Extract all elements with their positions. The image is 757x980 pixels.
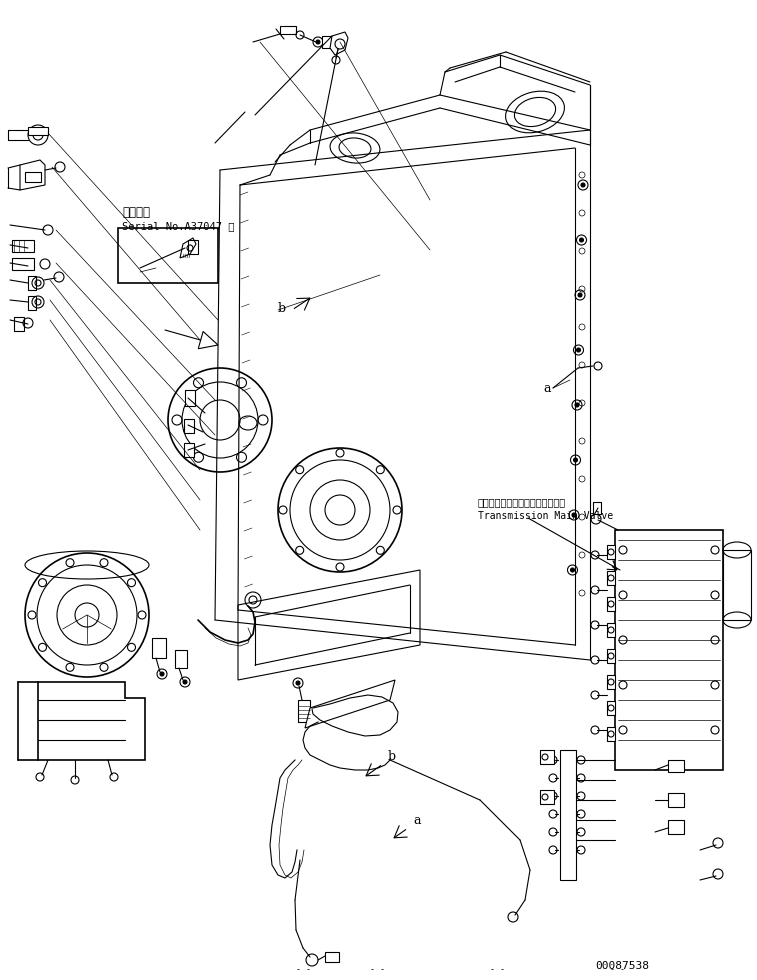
Circle shape [580, 238, 584, 242]
Circle shape [572, 513, 576, 517]
Bar [152, 638, 166, 658]
Text: 00087538: 00087538 [595, 961, 649, 971]
Bar [593, 502, 601, 514]
Text: - -: - - [296, 965, 311, 974]
Bar [14, 317, 24, 331]
Bar [185, 390, 195, 406]
Bar [28, 127, 48, 135]
Bar [322, 36, 332, 48]
Text: Serial No.A37047 ～: Serial No.A37047 ～ [122, 221, 235, 231]
Circle shape [571, 568, 575, 572]
Bar [298, 700, 310, 722]
Bar [184, 443, 194, 457]
Polygon shape [305, 680, 395, 728]
Bar [668, 793, 684, 807]
Polygon shape [38, 682, 145, 760]
Bar [607, 623, 615, 637]
Bar [280, 26, 296, 34]
Text: トランスミッションメインバルブ: トランスミッションメインバルブ [478, 497, 566, 507]
Polygon shape [20, 160, 45, 190]
Text: b: b [278, 302, 286, 315]
Circle shape [574, 458, 578, 462]
Text: - -: - - [610, 965, 625, 974]
Text: b: b [388, 750, 396, 762]
Bar [607, 701, 615, 715]
Bar [607, 727, 615, 741]
Circle shape [183, 680, 187, 684]
Bar [184, 419, 194, 433]
Bar [175, 650, 187, 668]
Polygon shape [238, 570, 420, 680]
Circle shape [577, 348, 581, 352]
Bar [540, 750, 554, 764]
Text: a: a [543, 381, 550, 395]
Bar [118, 228, 218, 283]
Bar [723, 550, 751, 620]
Polygon shape [180, 238, 196, 258]
Polygon shape [198, 331, 218, 349]
Circle shape [296, 681, 300, 685]
Bar [607, 545, 615, 559]
Bar [25, 172, 41, 182]
Bar [668, 760, 684, 772]
Bar [607, 675, 615, 689]
Bar [188, 240, 198, 254]
Bar [607, 597, 615, 611]
Bar [28, 276, 36, 290]
Bar [12, 240, 34, 252]
Bar [607, 649, 615, 663]
Bar [668, 820, 684, 834]
Text: - -: - - [490, 965, 505, 974]
Circle shape [575, 403, 579, 407]
Circle shape [578, 293, 582, 297]
Bar [28, 296, 36, 310]
Text: 適用号機: 適用号機 [122, 206, 150, 219]
Bar [615, 530, 723, 770]
Bar [12, 258, 34, 270]
Circle shape [316, 40, 320, 44]
Bar [540, 790, 554, 804]
Text: Transmission Main Valve: Transmission Main Valve [478, 511, 613, 521]
Bar [560, 750, 576, 880]
Polygon shape [330, 32, 348, 55]
Bar [325, 952, 339, 962]
Circle shape [581, 183, 585, 187]
Text: a: a [413, 813, 420, 826]
Text: - -: - - [370, 965, 385, 974]
Bar [607, 571, 615, 585]
Circle shape [160, 672, 164, 676]
